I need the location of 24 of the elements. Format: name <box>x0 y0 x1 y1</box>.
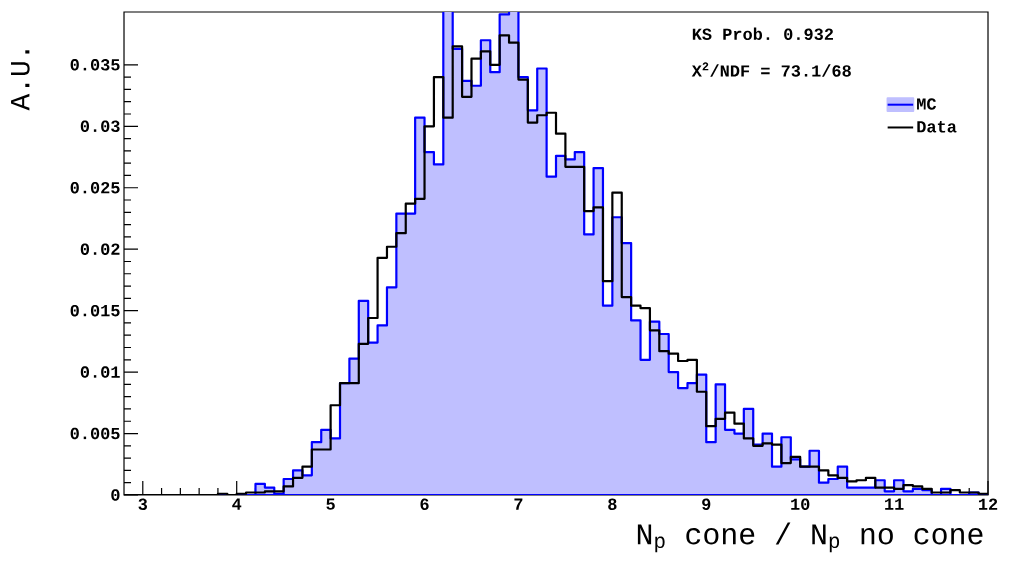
y-tick-label: 0.005 <box>70 427 120 440</box>
y-tick-label: 0.015 <box>70 304 120 317</box>
x-tick-label: 8 <box>608 498 617 511</box>
y-tick-label: 0.02 <box>80 243 120 255</box>
y-tick-label: 0.03 <box>80 120 120 133</box>
annotation: KS Prob. 0.932 <box>692 27 833 41</box>
x-tick-label: 11 <box>885 498 904 510</box>
y-axis-title: A.U. <box>11 50 30 111</box>
y-tick-label: 0.035 <box>70 59 120 71</box>
x-tick-label: 5 <box>326 498 335 510</box>
y-tick-label: 0.025 <box>70 181 120 194</box>
x-tick-label: 7 <box>514 498 523 510</box>
x-tick-label: 10 <box>791 498 810 511</box>
x-tick-label: 6 <box>420 498 429 511</box>
annotation: X$^{2}$/NDF = 73.1/68 <box>691 62 851 77</box>
x-tick-label: 4 <box>232 498 242 510</box>
x-axis-title: N$_{p}$ cone / N$_{p}$ no cone <box>637 522 983 553</box>
x-tick-label: 3 <box>138 498 148 511</box>
x-tick-label: 9 <box>702 498 711 511</box>
legend-label: MC <box>917 98 937 110</box>
y-tick-label: 0 <box>111 489 120 501</box>
legend-label: Data <box>917 121 957 133</box>
y-tick-label: 0.01 <box>80 366 120 378</box>
x-tick-label: 12 <box>978 498 998 510</box>
